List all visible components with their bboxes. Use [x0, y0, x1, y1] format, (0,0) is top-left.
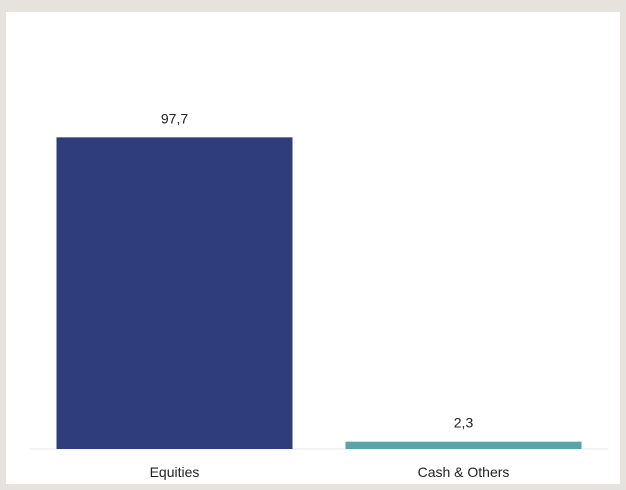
- x-tick-label-cash-others: Cash & Others: [418, 464, 510, 480]
- chart-panel: 97,7 Equities 2,3 Cash & Others: [6, 12, 620, 484]
- data-label-cash-others: 2,3: [454, 415, 474, 431]
- x-tick-label-equities: Equities: [150, 464, 200, 480]
- bar-chart: 97,7 Equities 2,3 Cash & Others: [6, 12, 620, 484]
- bars-group: [57, 137, 582, 449]
- data-label-equities: 97,7: [161, 110, 188, 126]
- bar-cash-others: [346, 442, 582, 449]
- bar-equities: [57, 137, 293, 449]
